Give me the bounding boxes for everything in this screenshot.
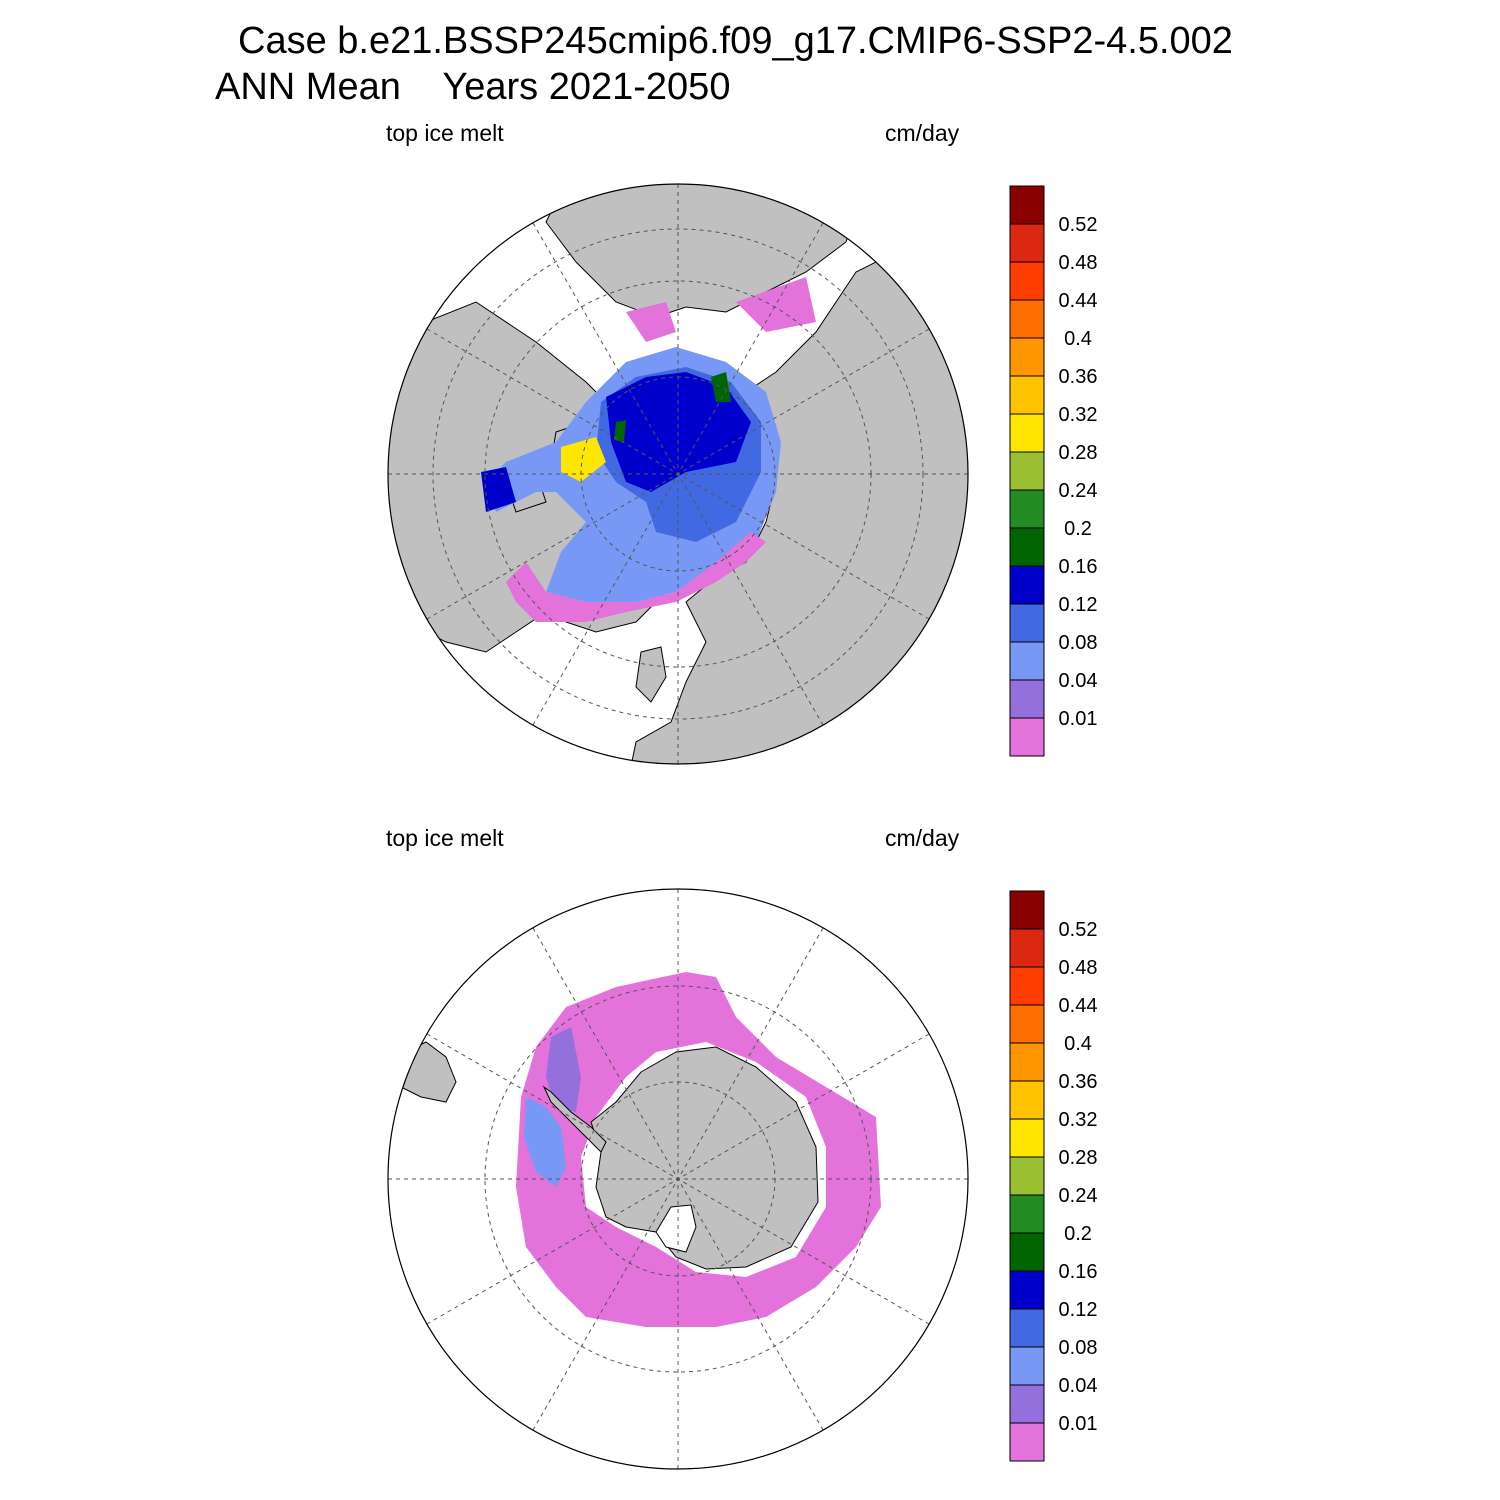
colorbar-tick-label: 0.04 — [1059, 670, 1098, 692]
colorbar-swatch — [1009, 527, 1045, 567]
units-label: cm/day — [885, 825, 960, 851]
colorbar-swatch — [1009, 1118, 1045, 1158]
colorbar-tick-label: 0.08 — [1059, 1337, 1098, 1359]
colorbar-tick-label: 0.16 — [1059, 1261, 1098, 1283]
colorbar-tick-label: 0.36 — [1059, 366, 1098, 388]
colorbar-tick-label: 0.44 — [1059, 290, 1098, 312]
colorbar-tick-label: 0.01 — [1059, 1413, 1098, 1435]
colorbar-tick-label: 0.32 — [1059, 1109, 1098, 1131]
colorbar-swatch — [1009, 1042, 1045, 1082]
ice-field-004b — [524, 1097, 566, 1187]
eurasia-land — [630, 221, 968, 764]
uk-land — [635, 646, 667, 703]
colorbar-tick-label: 0.52 — [1059, 214, 1098, 236]
colorbar-tick-label: 0.48 — [1059, 957, 1098, 979]
colorbar-tick-label: 0.24 — [1059, 1185, 1098, 1207]
colorbar-tick-label: 0.4 — [1064, 328, 1092, 350]
colorbar-tick-label: 0.12 — [1059, 1299, 1098, 1321]
colorbar-swatch — [1009, 1156, 1045, 1196]
ice-field-001 — [516, 972, 881, 1327]
colorbar-swatch — [1009, 1384, 1045, 1424]
ross-ice-shelf — [655, 1204, 697, 1253]
colorbar-swatch — [1009, 679, 1045, 719]
colorbar-tick-label: 0.32 — [1059, 404, 1098, 426]
colorbar-swatch — [1009, 1232, 1045, 1272]
colorbar: 0.52 0.48 0.44 0.4 0.36 0.32 0.28 0.24 0.2 0.16 0.… — [1009, 890, 1097, 1462]
units-label: cm/day — [885, 120, 960, 146]
arctic-map-panel: top ice melt cm/day — [0, 0, 1500, 765]
colorbar-swatch — [1009, 223, 1045, 263]
colorbar-tick-label: 0.04 — [1059, 1375, 1098, 1397]
colorbar-swatch — [1009, 337, 1045, 377]
colorbar-swatch — [1009, 603, 1045, 643]
colorbar-swatch — [1009, 1346, 1045, 1386]
colorbar: 0.52 0.48 0.44 0.4 0.36 0.32 0.28 0.24 0.2 0.16 0.… — [1009, 185, 1097, 757]
colorbar-swatch — [1009, 565, 1045, 605]
figure-title-line2: ANN Mean Years 2021-2050 — [215, 66, 731, 108]
colorbar-swatch — [1009, 451, 1045, 491]
colorbar-swatch — [1009, 1308, 1045, 1348]
colorbar-swatch — [1009, 1080, 1045, 1120]
colorbar-swatch — [1009, 413, 1045, 453]
map-boundary — [387, 183, 969, 765]
figure-title-line1: Case b.e21.BSSP245cmip6.f09_g17.CMIP6-SS… — [238, 20, 1233, 62]
antarctic-map-panel: top ice melt cm/day 0.52 0.48 0.44 0.4 0 — [0, 705, 1500, 1470]
colorbar-tick-label: 0.2 — [1064, 1223, 1092, 1245]
antarctic-polar-map — [387, 888, 969, 1470]
graticule-lines — [388, 889, 968, 1469]
variable-label: top ice melt — [386, 120, 504, 146]
colorbar-tick-label: 0.48 — [1059, 252, 1098, 274]
colorbar-tick-label: 0.28 — [1059, 1147, 1098, 1169]
colorbar-tick-label: 0.28 — [1059, 442, 1098, 464]
arctic-polar-map — [387, 183, 969, 765]
colorbar-swatch — [1009, 928, 1045, 968]
ice-field-028 — [561, 437, 606, 482]
graticule-lines — [388, 184, 968, 764]
ice-field-016 — [614, 372, 731, 442]
colorbar-swatch — [1009, 1422, 1045, 1462]
colorbar-swatch — [1009, 890, 1045, 930]
ice-field-012 — [481, 372, 751, 512]
colorbar-swatch — [1009, 261, 1045, 301]
colorbar-swatch — [1009, 966, 1045, 1006]
colorbar-swatch — [1009, 489, 1045, 529]
colorbar-tick-label: 0.24 — [1059, 480, 1098, 502]
colorbar-tick-label: 0.12 — [1059, 594, 1098, 616]
colorbar-tick-label: 0.4 — [1064, 1033, 1092, 1055]
ice-field-001b — [506, 532, 766, 622]
ice-field-004 — [546, 1027, 581, 1112]
colorbar-tick-label: 0.44 — [1059, 995, 1098, 1017]
colorbar-swatch — [1009, 1004, 1045, 1044]
colorbar-swatch — [1009, 185, 1045, 225]
colorbar-swatch — [1009, 641, 1045, 681]
colorbar-tick-label: 0.16 — [1059, 556, 1098, 578]
colorbar-tick-label: 0.01 — [1059, 708, 1098, 730]
colorbar-swatch — [1009, 375, 1045, 415]
variable-label: top ice melt — [386, 825, 504, 851]
colorbar-tick-label: 0.52 — [1059, 919, 1098, 941]
colorbar-tick-label: 0.2 — [1064, 518, 1092, 540]
map-boundary — [387, 888, 969, 1470]
colorbar-swatch — [1009, 717, 1045, 757]
colorbar-tick-label: 0.36 — [1059, 1071, 1098, 1093]
colorbar-swatch — [1009, 1194, 1045, 1234]
ice-field-001 — [626, 277, 816, 342]
colorbar-swatch — [1009, 299, 1045, 339]
colorbar-tick-label: 0.08 — [1059, 632, 1098, 654]
colorbar-swatch — [1009, 1270, 1045, 1310]
